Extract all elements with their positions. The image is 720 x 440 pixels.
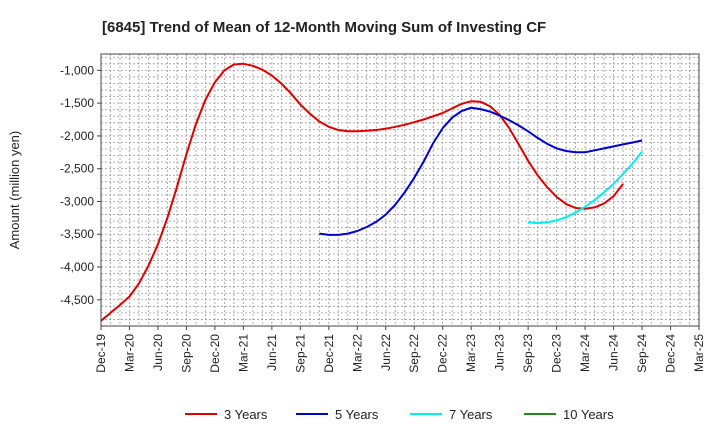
y-tick-label: -2,500 [60,162,94,176]
y-tick-label: -1,000 [60,63,94,77]
series-layer [100,62,643,322]
x-tick-label: Jun-24 [607,334,621,371]
x-tick-label: Sep-24 [635,334,649,373]
y-axis-ticks: -1,000 -1,500 -2,000 -2,500 -3,000 -3,500 -4,0… [60,63,101,307]
grid [101,54,699,326]
x-tick-label: Dec-24 [664,334,678,373]
x-tick-label: Mar-23 [464,334,478,372]
y-axis-label: Amount (million yen) [7,131,22,250]
x-tick-label: Sep-20 [179,334,193,373]
legend-label: 7 Years [449,407,493,422]
legend-item-5-years: 5 Years [296,407,379,422]
y-tick-label: -4,000 [60,260,94,274]
legend-label: 3 Years [224,407,268,422]
x-tick-label: Sep-22 [407,334,421,373]
x-tick-label: Mar-25 [692,334,706,372]
y-tick-label: -2,000 [60,129,94,143]
x-tick-label: Dec-19 [94,334,108,373]
x-tick-label: Jun-21 [265,334,279,371]
legend-item-7-years: 7 Years [410,407,493,422]
y-tick-label: -3,500 [60,227,94,241]
legend-item-3-years: 3 Years [185,407,268,422]
chart-title: [6845] Trend of Mean of 12-Month Moving … [102,19,546,36]
series-line-5-years [319,106,643,236]
series-line-3-years [100,62,624,322]
x-tick-label: Dec-21 [322,334,336,373]
x-tick-label: Jun-23 [493,334,507,371]
y-tick-label: -3,000 [60,194,94,208]
x-tick-label: Mar-24 [578,334,592,372]
x-tick-label: Mar-22 [350,334,364,372]
y-tick-label: -4,500 [60,293,94,307]
x-tick-label: Jun-20 [151,334,165,371]
legend-label: 10 Years [563,407,614,422]
x-axis-ticks: Dec-19 Mar-20 Jun-20 Sep-20 Dec-20 Mar-21 Jun-… [94,326,706,373]
x-tick-label: Sep-23 [521,334,535,373]
x-tick-label: Sep-21 [293,334,307,373]
plot-frame [100,53,700,327]
legend: 3 Years 5 Years 7 Years 10 Years [185,407,614,422]
legend-item-10-years: 10 Years [524,407,614,422]
x-tick-label: Mar-21 [236,334,250,372]
x-tick-label: Dec-20 [208,334,222,373]
x-tick-label: Mar-20 [122,334,136,372]
series-line-7-years [528,151,643,225]
x-tick-label: Dec-22 [436,334,450,373]
y-tick-label: -1,500 [60,96,94,110]
legend-label: 5 Years [335,407,379,422]
x-tick-label: Dec-23 [550,334,564,373]
x-tick-label: Jun-22 [379,334,393,371]
